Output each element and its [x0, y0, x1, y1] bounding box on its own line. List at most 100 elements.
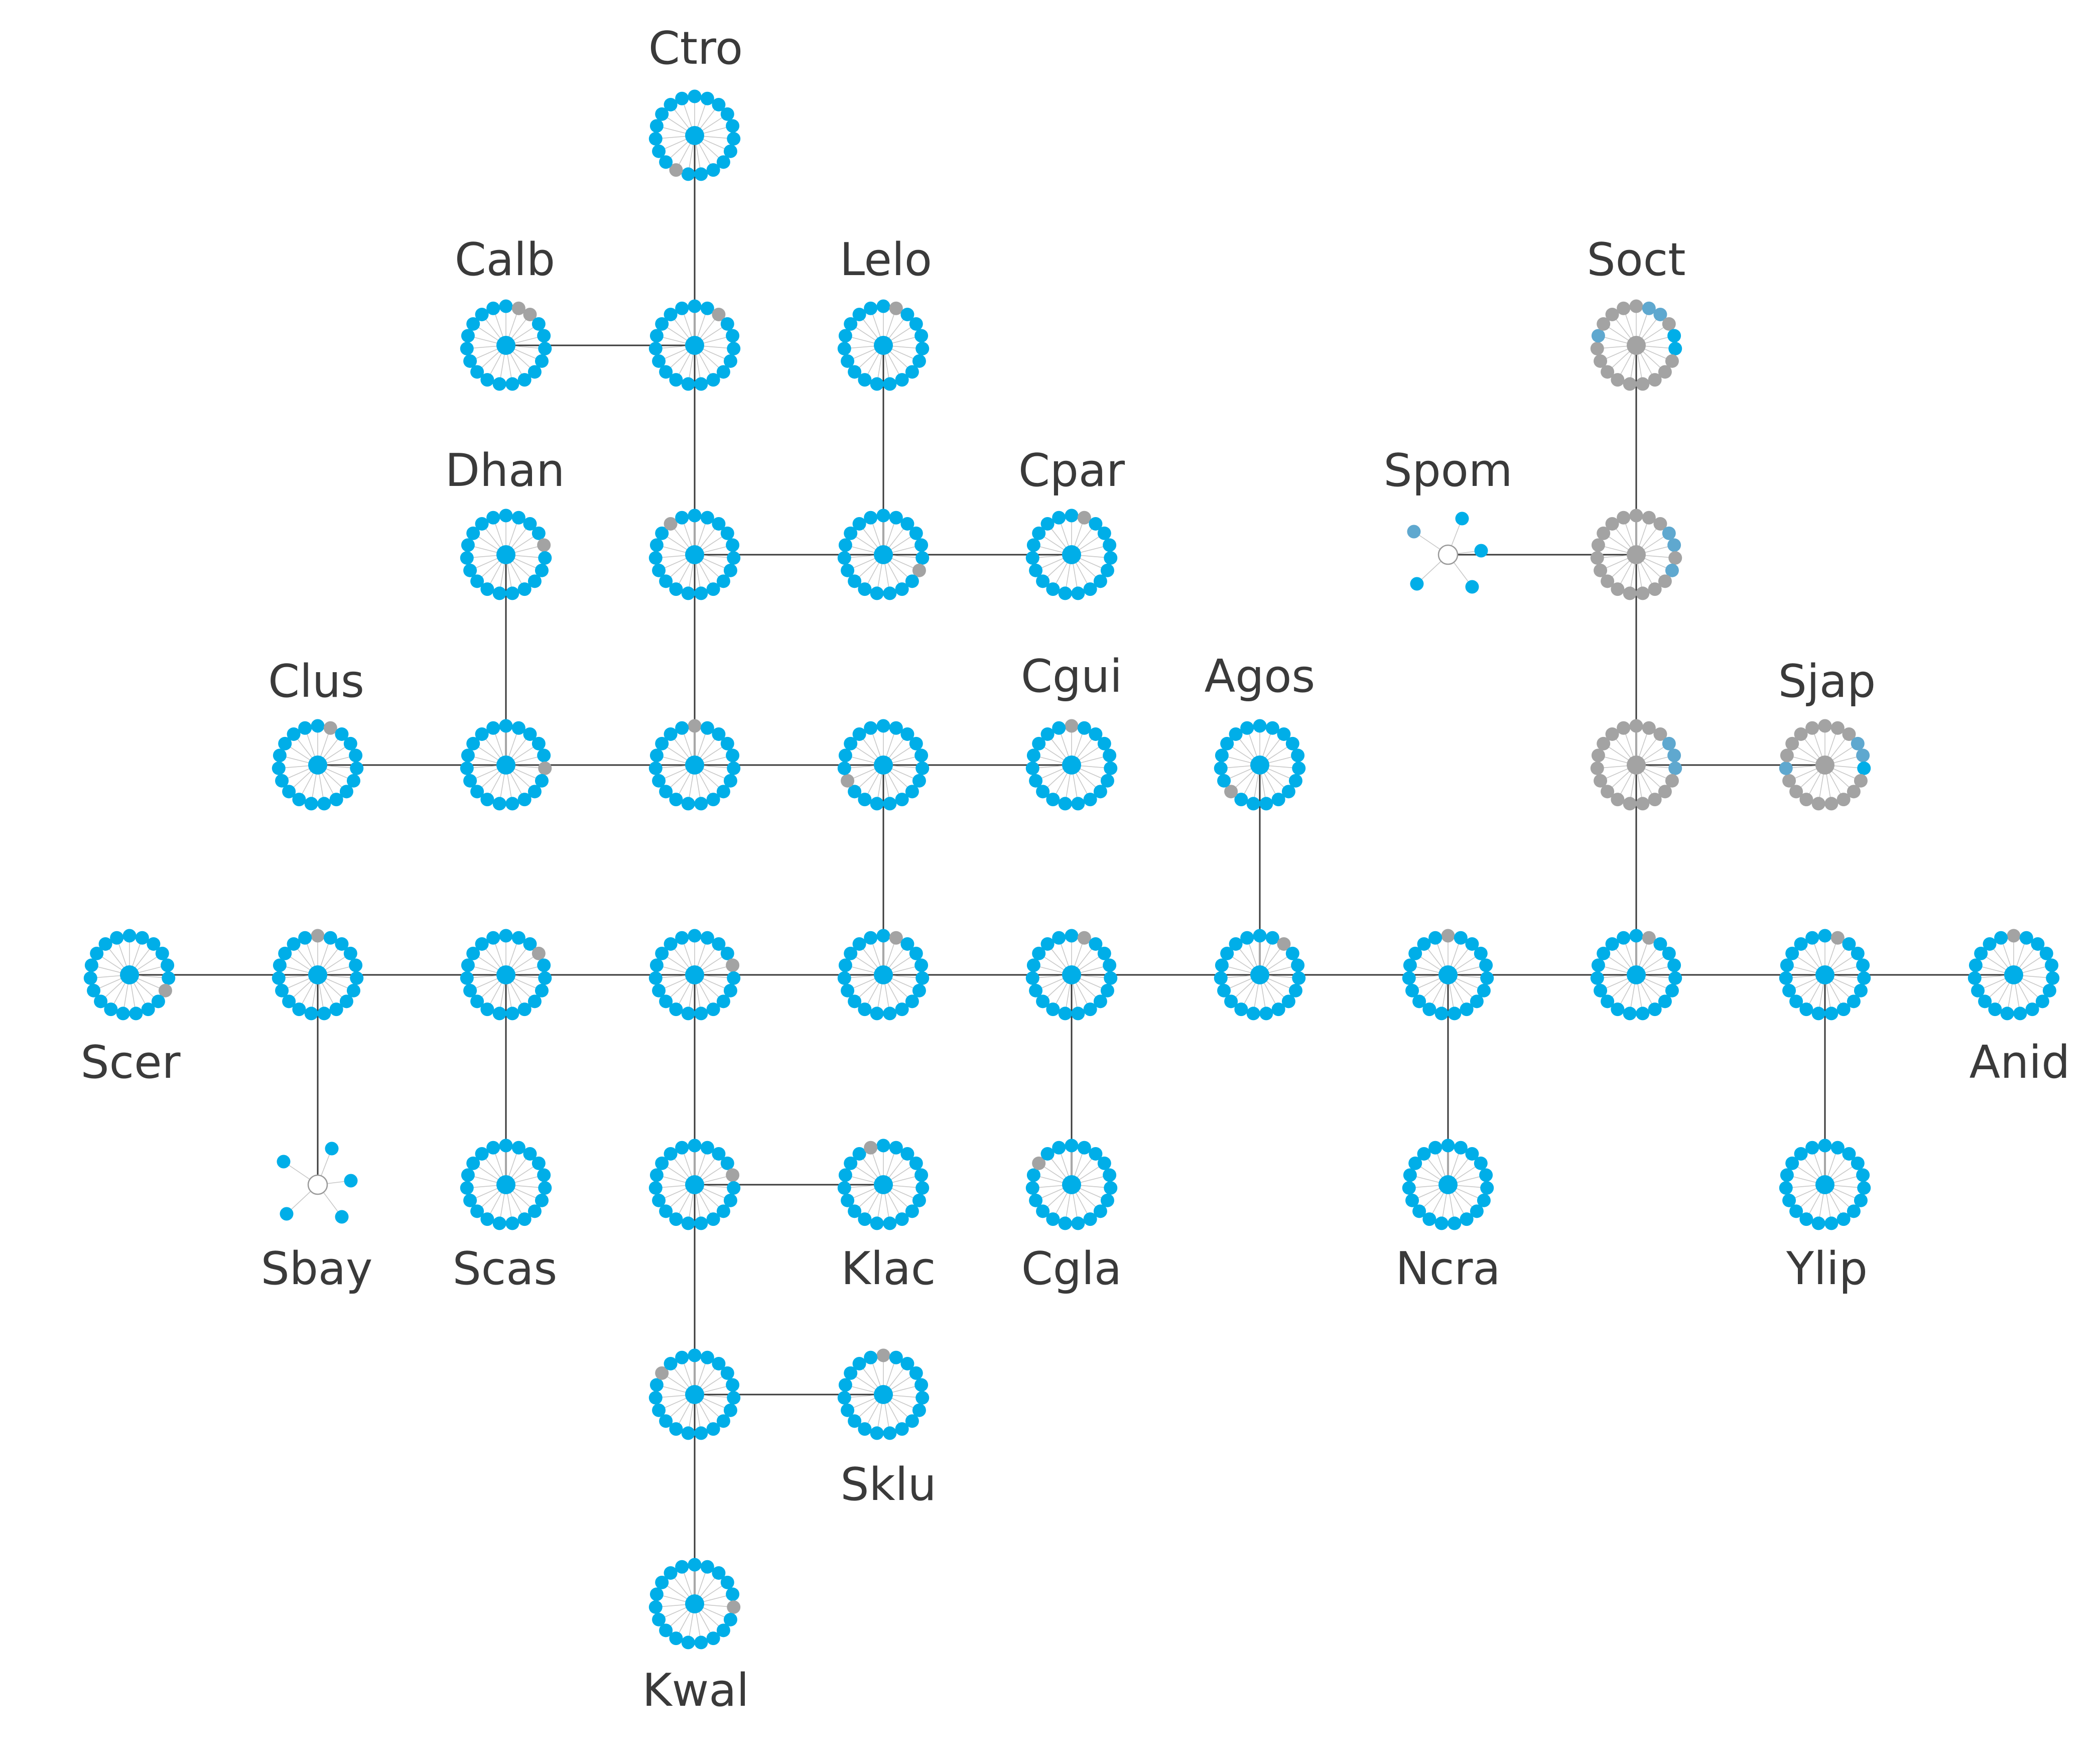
node-spom [1407, 512, 1488, 594]
gene-dot [1974, 946, 1988, 960]
gene-dot [649, 748, 664, 763]
gene-dot [480, 1212, 494, 1226]
gene-dot [1403, 1168, 1417, 1182]
gene-dot [1854, 774, 1868, 788]
gene-dot [1623, 797, 1637, 811]
gene-dot [700, 301, 714, 315]
gene-dot [1103, 538, 1117, 552]
gene-dot [669, 1212, 683, 1226]
gene-dot [1229, 937, 1243, 951]
gene-dot [1611, 1002, 1625, 1017]
gene-dot [1224, 994, 1238, 1009]
gene-dot [1422, 1002, 1436, 1017]
gene-dot [1854, 983, 1868, 997]
gene-dot [648, 1391, 663, 1405]
gene-dot [1854, 1193, 1868, 1207]
gene-dot [1856, 1168, 1870, 1182]
label-kwal: Kwal [642, 1664, 749, 1717]
gene-dot [1594, 774, 1608, 788]
gene-dot [723, 1193, 737, 1207]
gene-dot [1818, 719, 1832, 733]
gene-dot [1779, 971, 1793, 985]
gene-dot [272, 761, 286, 775]
gene-dot [1836, 1002, 1851, 1017]
gene-dot [1215, 748, 1229, 763]
node-sbay [277, 1142, 358, 1224]
gene-dot [664, 307, 678, 321]
gene-dot [864, 511, 878, 525]
gene-dot [905, 1204, 919, 1218]
gene-dot [883, 1426, 897, 1440]
gene-dot [466, 526, 480, 540]
gene-dot [275, 983, 289, 997]
gene-dot [129, 1007, 143, 1021]
gene-dot [1036, 574, 1050, 588]
gene-dot [486, 721, 500, 735]
gene-dot [535, 983, 549, 997]
gene-dot [1046, 1002, 1060, 1017]
gene-dot [1277, 727, 1291, 741]
node-anc-m [1025, 929, 1118, 1021]
gene-dot [726, 1168, 740, 1182]
gene-dot [870, 1216, 884, 1230]
gene-dot [1851, 1156, 1865, 1170]
gene-dot [511, 511, 526, 525]
gene-dot [720, 736, 734, 750]
gene-dot [864, 1141, 878, 1155]
gene-dot [706, 373, 720, 387]
gene-dot [287, 937, 301, 951]
gene-dot [848, 574, 862, 588]
gene-dot [895, 1002, 909, 1017]
gene-dot [2046, 971, 2060, 985]
gene-dot [1811, 1216, 1825, 1230]
node-anc-c [837, 509, 930, 600]
gene-dot [329, 793, 343, 807]
gene-dot [1259, 1007, 1273, 1021]
tree-edges [129, 136, 2014, 1604]
gene-dot [1065, 509, 1079, 523]
gene-dot [912, 1193, 926, 1207]
gene-dot [1065, 929, 1079, 943]
gene-dot [1653, 727, 1667, 741]
gene-dot [535, 354, 549, 368]
gene-dot [2042, 983, 2056, 997]
gene-dot [726, 748, 740, 763]
gene-dot [1025, 551, 1039, 565]
gene-dot [1026, 1168, 1040, 1182]
gene-dot [688, 299, 702, 313]
node-center [1062, 965, 1081, 984]
gene-dot [1636, 1007, 1650, 1021]
node-center [1062, 545, 1081, 564]
gene-dot [675, 1141, 689, 1155]
node-center [1062, 756, 1081, 775]
gene-dot [841, 774, 855, 788]
gene-dot [876, 929, 890, 943]
gene-dot [1642, 931, 1656, 945]
gene-dot [837, 1181, 851, 1195]
gene-dot [1402, 971, 1416, 985]
gene-dot [864, 1350, 878, 1364]
gene-dot [1611, 582, 1625, 596]
gene-dot [1408, 946, 1422, 960]
gene-dot [1590, 971, 1604, 985]
gene-dot [1842, 937, 1856, 951]
gene-dot [1026, 748, 1040, 763]
gene-dot [1253, 719, 1267, 733]
label-cpar: Cpar [1018, 444, 1125, 497]
gene-dot [537, 538, 551, 552]
node-sjap [1779, 719, 1871, 811]
node-soct [1590, 299, 1682, 391]
node-center [685, 126, 704, 145]
gene-dot [499, 299, 513, 313]
gene-dot [876, 1139, 890, 1153]
gene-dot [727, 1181, 741, 1195]
gene-dot [1052, 931, 1066, 945]
node-dhan [460, 509, 552, 600]
gene-dot [350, 971, 364, 985]
gene-dot [1658, 785, 1672, 799]
gene-dot [648, 551, 663, 565]
gene-dot [652, 1612, 666, 1626]
gene-dot [1668, 551, 1682, 565]
gene-dot [1229, 727, 1243, 741]
gene-dot [505, 797, 519, 811]
